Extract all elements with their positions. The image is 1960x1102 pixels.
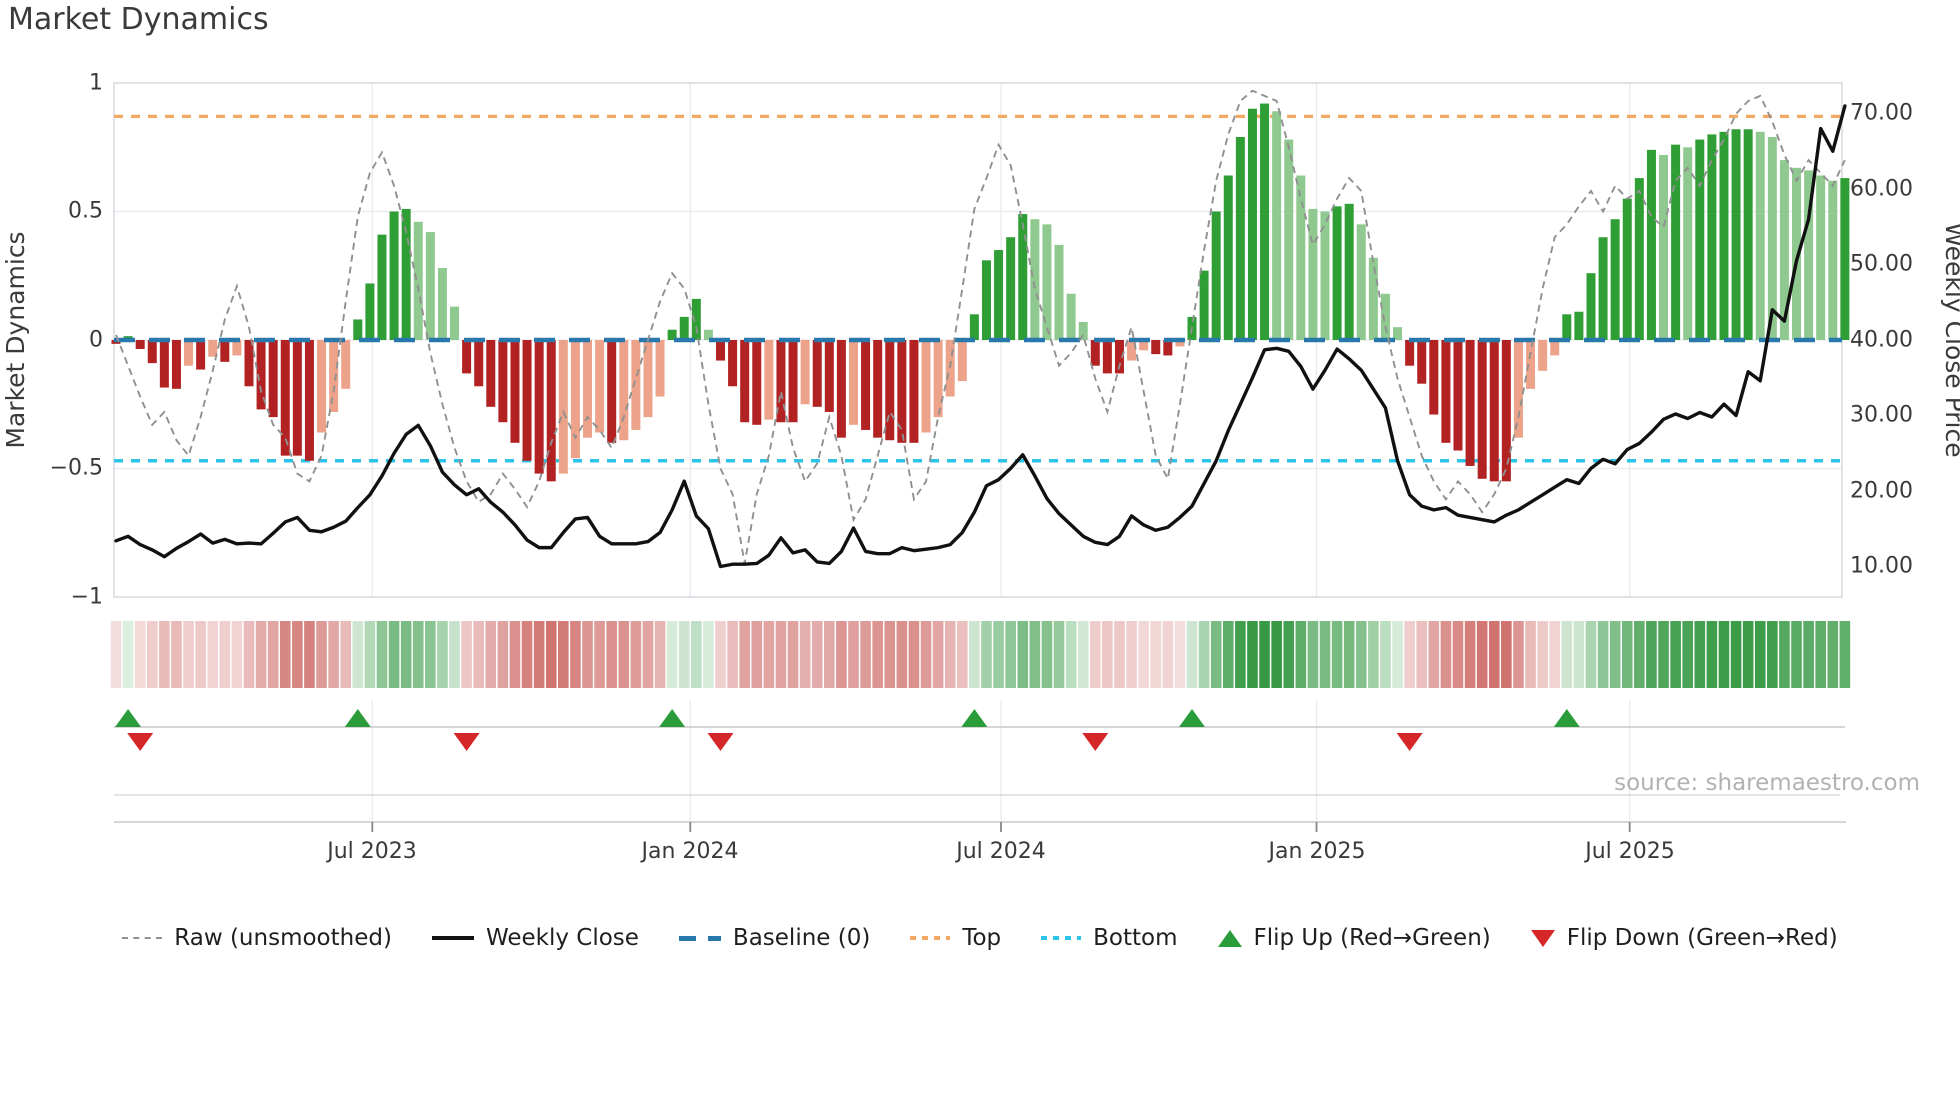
x-tick: Jan 2024	[640, 839, 739, 864]
source-attribution: source: sharemaestro.com	[1614, 770, 1920, 796]
x-tick: Jul 2025	[1583, 839, 1675, 864]
left-tick-labels: 1 0.5 0 −0.5 −1	[50, 71, 103, 610]
right-tick: 30.00	[1850, 403, 1913, 428]
left-axis-title: Market Dynamics	[1, 231, 30, 448]
legend-item-baseline: Baseline (0)	[678, 925, 871, 951]
x-axis	[114, 794, 1846, 832]
flip-up-triangle-icon	[1217, 929, 1242, 947]
x-tick: Jul 2024	[954, 839, 1046, 864]
left-tick: −1	[71, 585, 103, 610]
legend-item-top: Top	[910, 925, 1001, 951]
right-tick-labels: 70.00 60.00 50.00 40.00 30.00 20.00 10.0…	[1850, 101, 1913, 579]
right-tick: 20.00	[1850, 479, 1913, 504]
right-tick: 60.00	[1850, 177, 1913, 202]
x-tick-labels: Jul 2023 Jan 2024 Jul 2024 Jan 2025 Jul …	[325, 839, 1675, 864]
flip-down-triangle-icon	[1530, 929, 1555, 947]
right-tick: 40.00	[1850, 328, 1913, 353]
legend-label: Bottom	[1093, 925, 1178, 951]
chart-title: Market Dynamics	[8, 2, 269, 37]
flip-markers	[114, 709, 1845, 751]
legend-item-weekly-close: Weekly Close	[431, 925, 639, 951]
x-tick: Jul 2023	[325, 839, 417, 864]
left-tick: 1	[89, 71, 103, 96]
gridlines	[114, 82, 1842, 822]
baseline-swatch-icon	[678, 935, 721, 941]
left-tick: 0.5	[68, 199, 103, 224]
legend: Raw (unsmoothed) Weekly Close Baseline (…	[0, 925, 1960, 951]
legend-item-flip-up: Flip Up (Red→Green)	[1217, 925, 1491, 951]
legend-item-flip-down: Flip Down (Green→Red)	[1530, 925, 1838, 951]
legend-label: Flip Up (Red→Green)	[1253, 925, 1491, 951]
right-tick: 70.00	[1850, 101, 1913, 126]
right-tick: 50.00	[1850, 252, 1913, 277]
legend-item-raw: Raw (unsmoothed)	[122, 925, 392, 951]
top-swatch-icon	[910, 936, 951, 940]
left-tick: −0.5	[50, 456, 103, 481]
raw-line-swatch-icon	[122, 937, 163, 939]
raw-line	[115, 89, 1846, 564]
dynamics-bars	[111, 103, 1850, 482]
weekly-close-line	[114, 104, 1847, 569]
legend-label: Raw (unsmoothed)	[174, 925, 392, 951]
legend-label: Baseline (0)	[732, 925, 871, 951]
legend-label: Flip Down (Green→Red)	[1566, 925, 1838, 951]
close-line-swatch-icon	[431, 936, 474, 940]
legend-item-bottom: Bottom	[1041, 925, 1178, 951]
legend-label: Top	[962, 925, 1002, 951]
bottom-swatch-icon	[1041, 936, 1082, 940]
right-tick: 10.00	[1850, 554, 1913, 579]
legend-label: Weekly Close	[485, 925, 639, 951]
left-tick: 0	[89, 328, 103, 353]
x-tick: Jan 2025	[1267, 839, 1366, 864]
right-axis-title: Weekly Close Price	[1940, 222, 1960, 457]
heatmap-strip	[110, 621, 1851, 688]
